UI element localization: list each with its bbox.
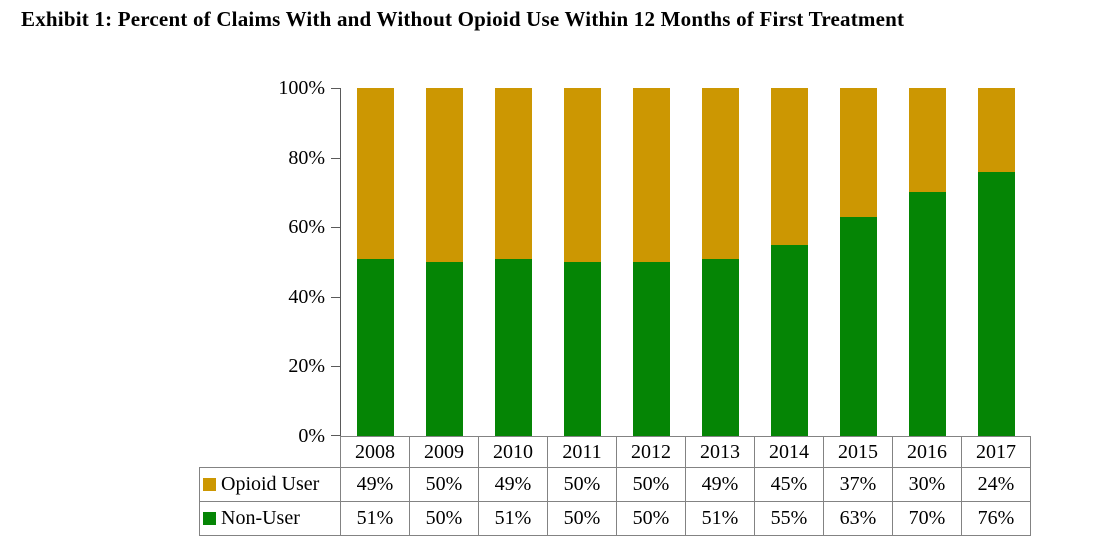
- table-year-row: 2008 2009 2010 2011 2012 2013 2014 2015 2016 2017: [200, 436, 1031, 468]
- year-cell: 2014: [754, 436, 824, 468]
- table-row-0: Opioid User 49% 50% 49% 50% 50% 49% 45% 37% 30% 2…: [199, 467, 1031, 502]
- bar-segment-opioid-user: [909, 88, 946, 193]
- stacked-bar: [840, 88, 877, 436]
- bar-column-2009: [410, 88, 479, 436]
- bar-column-2015: [824, 88, 893, 436]
- bar-segment-non-user: [909, 192, 946, 436]
- bar-column-2010: [479, 88, 548, 436]
- value-cell: 50%: [547, 467, 617, 502]
- year-cell: 2010: [478, 436, 548, 468]
- value-cell: 45%: [754, 467, 824, 502]
- stacked-bar: [426, 88, 463, 436]
- stacked-bar: [564, 88, 601, 436]
- value-cell: 76%: [961, 501, 1031, 536]
- y-axis-tick-label: 40%: [288, 286, 325, 308]
- year-cell: 2017: [961, 436, 1031, 468]
- bar-segment-opioid-user: [633, 88, 670, 262]
- stacked-bar: [357, 88, 394, 436]
- stacked-bar: [495, 88, 532, 436]
- y-axis-tick-label: 20%: [288, 355, 325, 377]
- value-cell: 50%: [409, 467, 479, 502]
- value-cell: 49%: [685, 467, 755, 502]
- value-cell: 49%: [478, 467, 548, 502]
- legend-cell-opioid-user: Opioid User: [199, 467, 341, 502]
- legend-cell-non-user: Non-User: [199, 501, 341, 536]
- bar-segment-non-user: [771, 244, 808, 436]
- bar-column-2016: [893, 88, 962, 436]
- stacked-bar: [909, 88, 946, 436]
- y-axis-tick-label: 60%: [288, 216, 325, 238]
- value-cell: 24%: [961, 467, 1031, 502]
- plot-bars: [340, 88, 1031, 436]
- value-cell: 51%: [340, 501, 410, 536]
- year-cell: 2008: [340, 436, 410, 468]
- bar-segment-non-user: [840, 216, 877, 436]
- stacked-bar: [633, 88, 670, 436]
- page-title: Exhibit 1: Percent of Claims With and Wi…: [21, 7, 905, 31]
- year-cell: 2016: [892, 436, 962, 468]
- bar-segment-non-user: [978, 171, 1015, 436]
- y-axis-tick: [331, 366, 340, 367]
- value-cell: 37%: [823, 467, 893, 502]
- y-axis-tick: [331, 88, 340, 89]
- value-cell: 50%: [547, 501, 617, 536]
- bar-segment-opioid-user: [426, 88, 463, 262]
- bar-segment-opioid-user: [357, 88, 394, 259]
- non-user-swatch-icon: [203, 512, 216, 525]
- bar-column-2013: [686, 88, 755, 436]
- legend-label-opioid-user: Opioid User: [221, 473, 320, 495]
- bar-segment-opioid-user: [771, 88, 808, 245]
- y-axis-tick-label: 80%: [288, 147, 325, 169]
- data-table: 2008 2009 2010 2011 2012 2013 2014 2015 2016 2017…: [199, 436, 1031, 536]
- value-cell: 70%: [892, 501, 962, 536]
- year-cell: 2015: [823, 436, 893, 468]
- value-cell: 55%: [754, 501, 824, 536]
- bar-segment-non-user: [702, 258, 739, 436]
- value-cell: 51%: [478, 501, 548, 536]
- y-axis-tick: [331, 227, 340, 228]
- bar-column-2011: [548, 88, 617, 436]
- bar-segment-non-user: [564, 262, 601, 436]
- bar-segment-opioid-user: [495, 88, 532, 259]
- y-axis-tick-label: 0%: [298, 425, 325, 447]
- bar-segment-opioid-user: [978, 88, 1015, 172]
- bar-column-2017: [962, 88, 1031, 436]
- stacked-bar: [771, 88, 808, 436]
- year-cell: 2009: [409, 436, 479, 468]
- bar-segment-opioid-user: [702, 88, 739, 259]
- y-axis-tick: [331, 297, 340, 298]
- value-cell: 63%: [823, 501, 893, 536]
- year-cell: 2013: [685, 436, 755, 468]
- bar-column-2014: [755, 88, 824, 436]
- opioid-user-swatch-icon: [203, 478, 216, 491]
- value-cell: 50%: [616, 501, 686, 536]
- bar-segment-non-user: [495, 258, 532, 436]
- y-axis-tick: [331, 158, 340, 159]
- value-cell: 30%: [892, 467, 962, 502]
- bar-segment-opioid-user: [840, 88, 877, 217]
- bar-segment-opioid-user: [564, 88, 601, 262]
- stacked-bar: [978, 88, 1015, 436]
- value-cell: 51%: [685, 501, 755, 536]
- bar-column-2008: [341, 88, 410, 436]
- table-row-1: Non-User 51% 50% 51% 50% 50% 51% 55% 63% 70% 76%: [199, 501, 1031, 536]
- legend-label-non-user: Non-User: [221, 507, 300, 529]
- value-cell: 49%: [340, 467, 410, 502]
- value-cell: 50%: [409, 501, 479, 536]
- stacked-bar: [702, 88, 739, 436]
- bar-segment-non-user: [357, 258, 394, 436]
- year-cell: 2012: [616, 436, 686, 468]
- table-corner-cell: [200, 437, 341, 468]
- year-cell: 2011: [547, 436, 617, 468]
- value-cell: 50%: [616, 467, 686, 502]
- bar-column-2012: [617, 88, 686, 436]
- bar-segment-non-user: [426, 262, 463, 436]
- y-axis-tick-label: 100%: [278, 77, 325, 99]
- bar-segment-non-user: [633, 262, 670, 436]
- y-axis-tick: [331, 435, 340, 436]
